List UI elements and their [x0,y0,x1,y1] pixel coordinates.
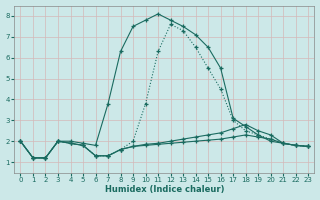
X-axis label: Humidex (Indice chaleur): Humidex (Indice chaleur) [105,185,224,194]
